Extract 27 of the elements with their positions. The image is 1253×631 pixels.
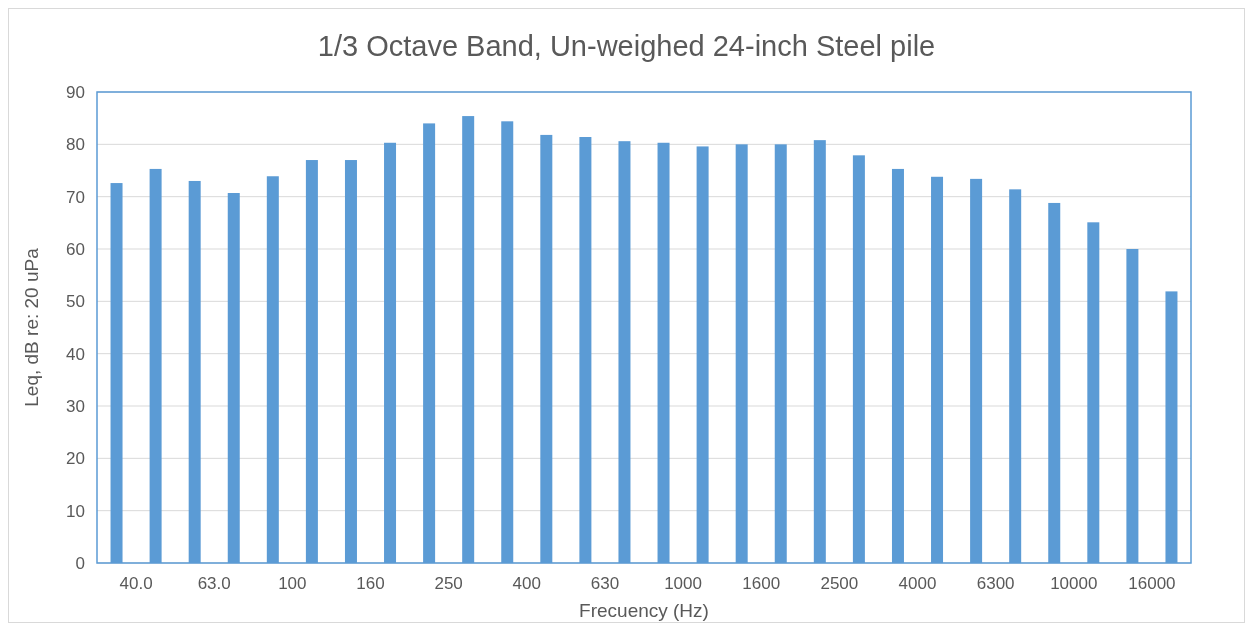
x-tick-label: 16000 [1128,574,1176,593]
x-tick-label: 250 [434,574,463,593]
y-tick-label: 70 [66,187,85,207]
y-tick-label: 0 [75,553,85,573]
x-axis-title: Frecuency (Hz) [579,600,709,621]
y-tick-label: 50 [66,292,85,312]
x-tick-label: 2500 [820,574,859,593]
x-tick-label: 40.0 [119,574,153,593]
x-tick-label: 160 [356,574,385,593]
x-tick-label: 4000 [898,574,937,593]
y-tick-label: 80 [66,135,85,155]
x-tick-label: 400 [512,574,541,593]
y-tick-label: 20 [66,449,85,469]
y-tick-label: 10 [66,501,85,521]
y-tick-label: 90 [66,82,85,102]
x-tick-label: 10000 [1050,574,1098,593]
x-tick-label: 100 [278,574,307,593]
y-axis-title: Leq, dB re: 20 uPa [21,247,42,407]
x-tick-label: 63.0 [197,574,231,593]
y-tick-label: 30 [66,396,85,416]
chart-title: 1/3 Octave Band, Un-weighed 24-inch Steel pile [317,30,936,62]
x-tick-label: 6300 [976,574,1015,593]
y-tick-label: 60 [66,239,85,259]
x-tick-label: 1000 [664,574,702,593]
x-tick-label: 630 [590,574,620,593]
x-tick-label: 1600 [742,574,781,593]
y-tick-label: 40 [66,344,85,364]
